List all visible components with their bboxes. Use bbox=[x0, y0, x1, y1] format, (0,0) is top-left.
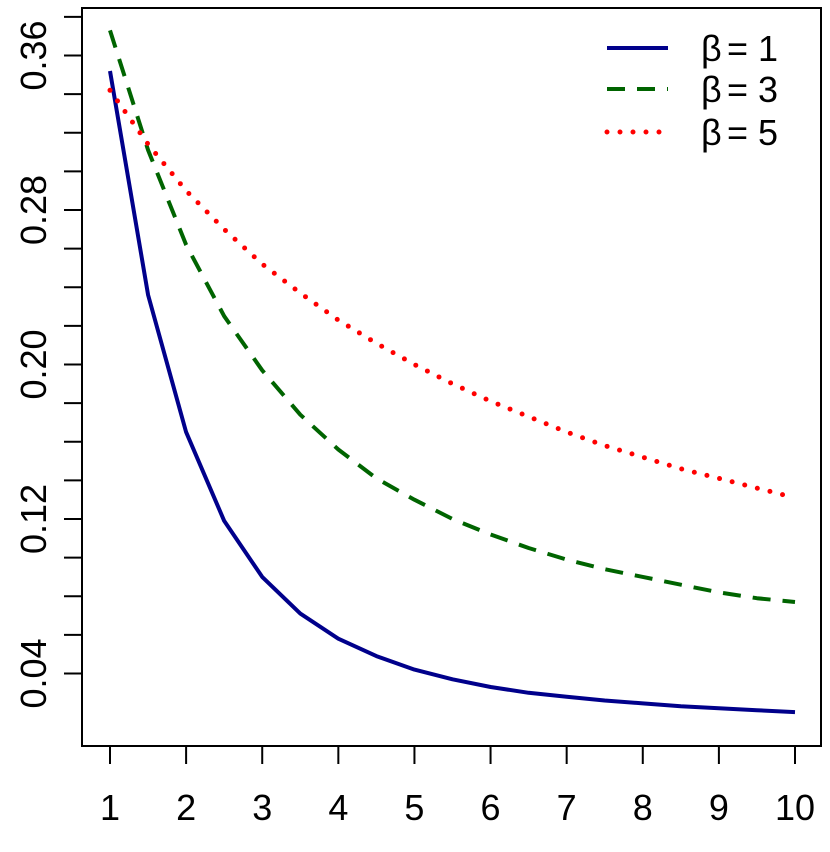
x-tick-label: 9 bbox=[709, 787, 729, 828]
x-tick-label: 1 bbox=[100, 787, 120, 828]
legend-symbol: β bbox=[701, 69, 722, 110]
legend-value: = 3 bbox=[727, 69, 778, 110]
y-tick-label: 0.04 bbox=[13, 638, 54, 708]
legend-value: = 1 bbox=[727, 28, 778, 69]
y-axis: 0.04 0.12 0.20 0.28 0.36 bbox=[13, 15, 83, 709]
x-tick-label: 8 bbox=[633, 787, 653, 828]
x-tick-label: 4 bbox=[328, 787, 348, 828]
series-layer bbox=[107, 29, 798, 715]
x-tick-label: 5 bbox=[404, 787, 424, 828]
legend: β = 1β = 3β = 5 bbox=[604, 28, 778, 153]
legend-symbol: β bbox=[701, 112, 722, 153]
series-line-1 bbox=[108, 70, 796, 715]
y-tick-label: 0.36 bbox=[13, 20, 54, 90]
x-tick-label: 2 bbox=[176, 787, 196, 828]
x-tick-label: 6 bbox=[481, 787, 501, 828]
x-tick-label: 3 bbox=[252, 787, 272, 828]
y-tick-label: 0.28 bbox=[13, 175, 54, 245]
x-tick-label: 10 bbox=[775, 787, 815, 828]
series-line-3 bbox=[107, 87, 798, 501]
y-tick-label: 0.20 bbox=[13, 329, 54, 399]
x-tick-label: 7 bbox=[557, 787, 577, 828]
legend-value: = 5 bbox=[727, 112, 778, 153]
y-tick-label: 0.12 bbox=[13, 484, 54, 554]
series-line-2 bbox=[108, 29, 796, 604]
legend-symbol: β bbox=[701, 28, 722, 69]
x-axis: 1 2 3 4 5 6 7 8 9 10 bbox=[100, 745, 815, 828]
